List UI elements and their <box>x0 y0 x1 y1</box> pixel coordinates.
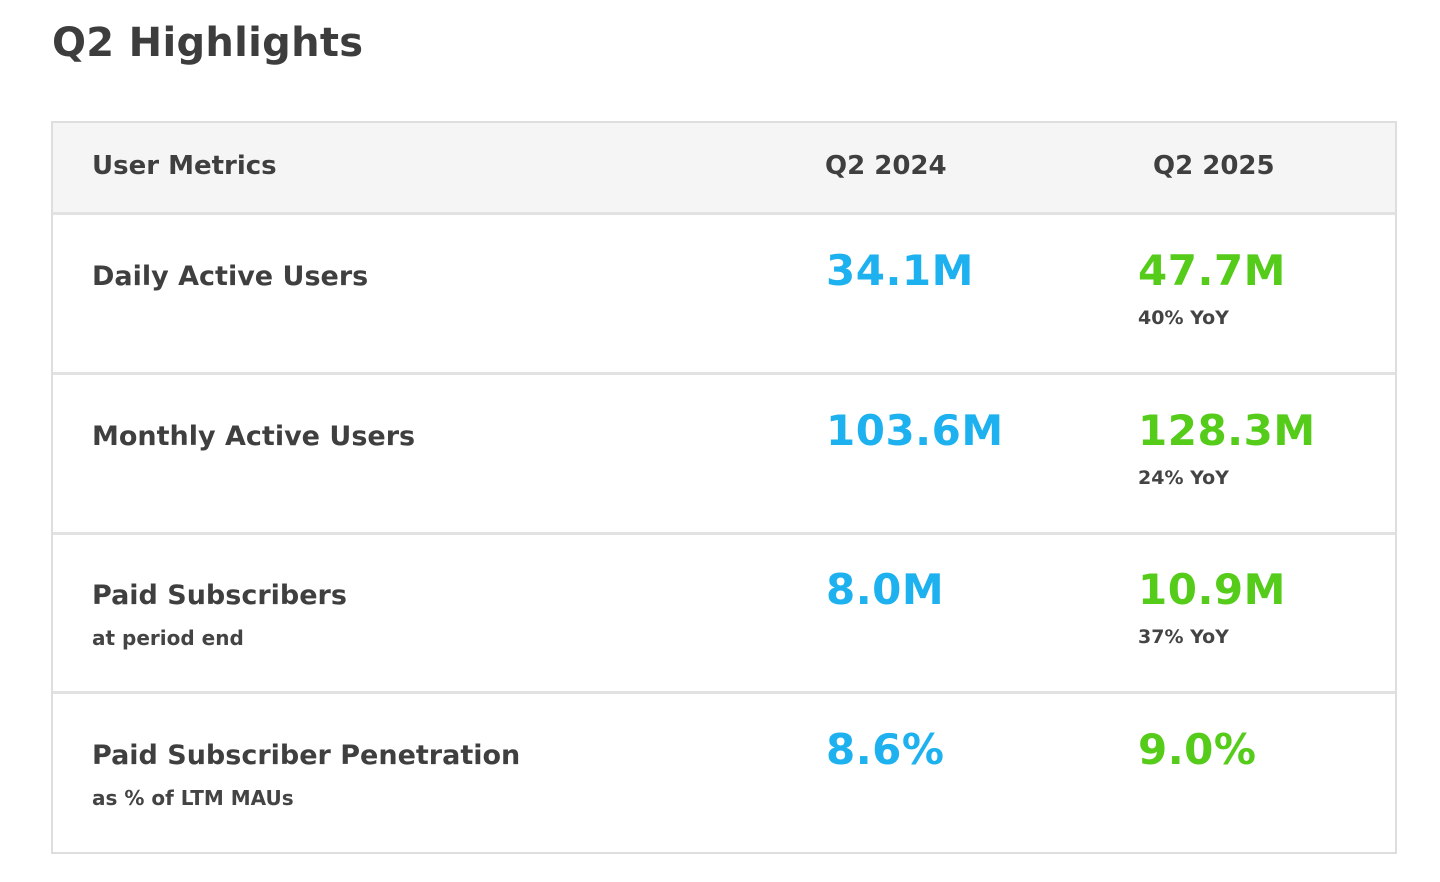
metrics-table: User Metrics Q2 2024 Q2 2025 Daily Activ… <box>51 121 1397 854</box>
column-header-metric: User Metrics <box>92 151 277 181</box>
table-header-row: User Metrics Q2 2024 Q2 2025 <box>53 123 1395 215</box>
yoy-growth: 37% YoY <box>1138 626 1229 648</box>
value-q2-2025: 10.9M <box>1138 565 1286 614</box>
table-row-daily-active-users: Daily Active Users 34.1M 47.7M 40% YoY <box>53 215 1395 375</box>
column-header-q2-2024: Q2 2024 <box>825 151 947 181</box>
value-q2-2025: 9.0% <box>1138 725 1257 774</box>
table-row-paid-subscriber-penetration: Paid Subscriber Penetration as % of LTM … <box>53 694 1395 852</box>
row-label: Daily Active Users <box>92 261 369 292</box>
table-row-paid-subscribers: Paid Subscribers at period end 8.0M 10.9… <box>53 535 1395 694</box>
value-q2-2024: 34.1M <box>826 246 974 295</box>
table-row-monthly-active-users: Monthly Active Users 103.6M 128.3M 24% Y… <box>53 375 1395 535</box>
value-q2-2024: 103.6M <box>826 406 1004 455</box>
row-label: Monthly Active Users <box>92 421 416 452</box>
row-sublabel: as % of LTM MAUs <box>92 786 294 810</box>
column-header-q2-2025: Q2 2025 <box>1153 151 1275 181</box>
page-title: Q2 Highlights <box>52 20 364 66</box>
yoy-growth: 40% YoY <box>1138 307 1229 329</box>
value-q2-2024: 8.0M <box>826 565 945 614</box>
row-sublabel: at period end <box>92 626 244 650</box>
yoy-growth: 24% YoY <box>1138 467 1229 489</box>
value-q2-2024: 8.6% <box>826 725 945 774</box>
row-label: Paid Subscribers <box>92 580 347 611</box>
value-q2-2025: 47.7M <box>1138 246 1286 295</box>
value-q2-2025: 128.3M <box>1138 406 1316 455</box>
row-label: Paid Subscriber Penetration <box>92 740 521 771</box>
